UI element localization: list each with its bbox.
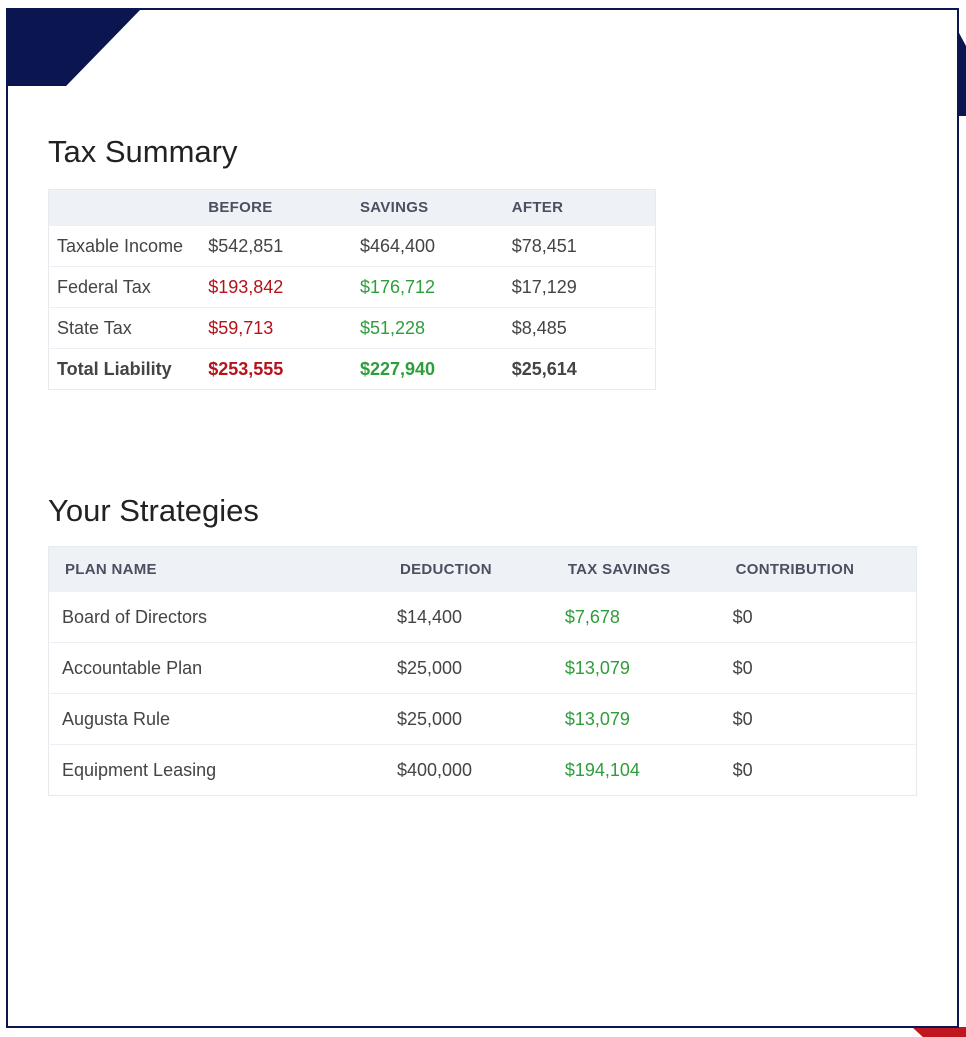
- table-header-row: BEFORE SAVINGS AFTER: [48, 189, 656, 226]
- column-header-label: [48, 189, 201, 226]
- tax-savings-value: $13,079: [551, 693, 720, 745]
- deduction-value: $14,400: [383, 591, 552, 643]
- column-header-tax-savings: TAX SAVINGS: [551, 546, 720, 592]
- contribution-value: $0: [719, 642, 917, 694]
- column-header-contribution: CONTRIBUTION: [719, 546, 917, 592]
- after-value: $8,485: [503, 307, 656, 349]
- decorative-corner-bottom: [912, 1027, 966, 1037]
- table-row: Accountable Plan $25,000 $13,079 $0: [48, 642, 917, 694]
- plan-name: Augusta Rule: [48, 693, 384, 745]
- before-value: $193,842: [200, 266, 352, 308]
- row-label: State Tax: [48, 307, 201, 349]
- row-label: Total Liability: [48, 348, 201, 390]
- contribution-value: $0: [719, 591, 917, 643]
- tax-summary-table: BEFORE SAVINGS AFTER Taxable Income $542…: [48, 189, 656, 390]
- tax-savings-value: $194,104: [551, 744, 720, 796]
- table-row: Equipment Leasing $400,000 $194,104 $0: [48, 744, 917, 796]
- column-header-savings: SAVINGS: [351, 189, 504, 226]
- before-value: $253,555: [200, 348, 352, 390]
- table-row: Federal Tax $193,842 $176,712 $17,129: [48, 266, 656, 308]
- after-value: $17,129: [503, 266, 656, 308]
- contribution-value: $0: [719, 693, 917, 745]
- deduction-value: $25,000: [383, 693, 552, 745]
- before-value: $59,713: [200, 307, 352, 349]
- deduction-value: $400,000: [383, 744, 552, 796]
- deduction-value: $25,000: [383, 642, 552, 694]
- table-row: Taxable Income $542,851 $464,400 $78,451: [48, 225, 656, 267]
- strategies-title: Your Strategies: [48, 493, 259, 528]
- tax-savings-value: $7,678: [551, 591, 720, 643]
- plan-name: Accountable Plan: [48, 642, 384, 694]
- savings-value: $176,712: [351, 266, 504, 308]
- column-header-deduction: DEDUCTION: [383, 546, 552, 592]
- row-label: Federal Tax: [48, 266, 201, 308]
- column-header-plan-name: PLAN NAME: [48, 546, 384, 592]
- before-value: $542,851: [200, 225, 352, 267]
- column-header-before: BEFORE: [200, 189, 352, 226]
- total-row: Total Liability $253,555 $227,940 $25,61…: [48, 348, 656, 390]
- table-header-row: PLAN NAME DEDUCTION TAX SAVINGS CONTRIBU…: [48, 546, 917, 592]
- tax-savings-value: $13,079: [551, 642, 720, 694]
- savings-value: $464,400: [351, 225, 504, 267]
- table-row: Augusta Rule $25,000 $13,079 $0: [48, 693, 917, 745]
- savings-value: $227,940: [351, 348, 504, 390]
- column-header-after: AFTER: [503, 189, 656, 226]
- strategies-table: PLAN NAME DEDUCTION TAX SAVINGS CONTRIBU…: [48, 546, 917, 796]
- savings-value: $51,228: [351, 307, 504, 349]
- decorative-corner-top-left: [8, 10, 140, 86]
- plan-name: Board of Directors: [48, 591, 384, 643]
- plan-name: Equipment Leasing: [48, 744, 384, 796]
- report-page: Tax Summary BEFORE SAVINGS AFTER Taxable…: [6, 8, 959, 1028]
- table-row: Board of Directors $14,400 $7,678 $0: [48, 591, 917, 643]
- table-row: State Tax $59,713 $51,228 $8,485: [48, 307, 656, 349]
- after-value: $78,451: [503, 225, 656, 267]
- tax-summary-title: Tax Summary: [48, 134, 238, 169]
- after-value: $25,614: [503, 348, 656, 390]
- contribution-value: $0: [719, 744, 917, 796]
- row-label: Taxable Income: [48, 225, 201, 267]
